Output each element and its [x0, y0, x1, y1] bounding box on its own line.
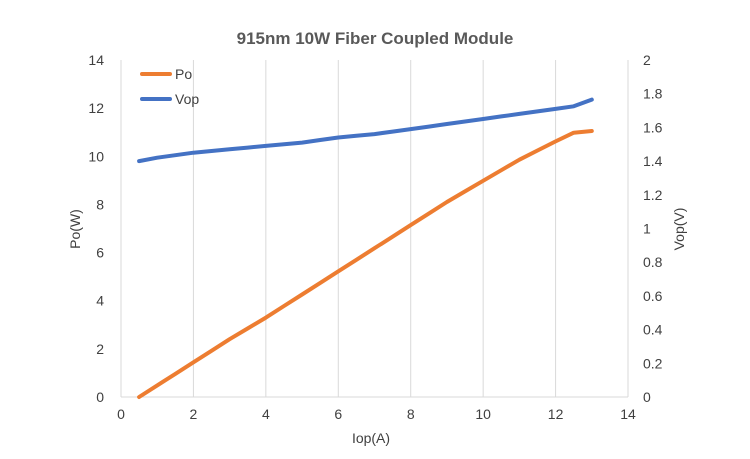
y2-tick-label: 1	[643, 221, 651, 237]
series-line-vop	[137, 97, 594, 164]
x-tick-label: 4	[262, 406, 270, 422]
y-tick-label: 6	[96, 245, 104, 261]
y2-tick-label: 1.8	[643, 86, 663, 102]
y-tick-label: 2	[96, 341, 104, 357]
x-tick-label: 10	[475, 406, 491, 422]
x-axis-ticks: 0 2 4 6 8 10 12 14	[117, 406, 636, 422]
y2-tick-label: 0.2	[643, 355, 663, 371]
y-tick-label: 4	[96, 293, 104, 309]
grid-lines	[120, 60, 629, 398]
legend-label-po: Po	[175, 66, 192, 82]
y-tick-label: 8	[96, 196, 104, 212]
chart-title: 915nm 10W Fiber Coupled Module	[237, 29, 514, 48]
y-axis-right-ticks: 0 0.2 0.4 0.6 0.8 1 1.2 1.4 1.6 1.8 2	[643, 52, 663, 405]
y2-tick-label: 0	[643, 389, 651, 405]
y2-tick-label: 0.4	[643, 322, 663, 338]
x-tick-label: 14	[620, 406, 636, 422]
y2-tick-label: 1.6	[643, 119, 663, 135]
x-axis-label: Iop(A)	[352, 430, 390, 446]
x-tick-label: 2	[190, 406, 198, 422]
y2-tick-label: 1.2	[643, 187, 663, 203]
y-axis-right-label: Vop(V)	[671, 208, 687, 251]
y-tick-label: 14	[88, 52, 104, 68]
x-tick-label: 8	[407, 406, 415, 422]
y-tick-label: 0	[96, 389, 104, 405]
x-tick-label: 0	[117, 406, 125, 422]
series-line-po	[137, 129, 594, 399]
y-tick-label: 10	[88, 148, 104, 164]
x-tick-label: 12	[548, 406, 564, 422]
y2-tick-label: 1.4	[643, 153, 663, 169]
series-lines	[137, 97, 594, 399]
legend: Po Vop	[140, 66, 199, 107]
y-axis-left-ticks: 0 2 4 6 8 10 12 14	[88, 52, 104, 405]
x-tick-label: 6	[334, 406, 342, 422]
y2-tick-label: 2	[643, 52, 651, 68]
legend-label-vop: Vop	[175, 91, 199, 107]
y2-tick-label: 0.8	[643, 254, 663, 270]
y-tick-label: 12	[88, 100, 104, 116]
y2-tick-label: 0.6	[643, 288, 663, 304]
y-axis-left-label: Po(W)	[67, 209, 83, 249]
